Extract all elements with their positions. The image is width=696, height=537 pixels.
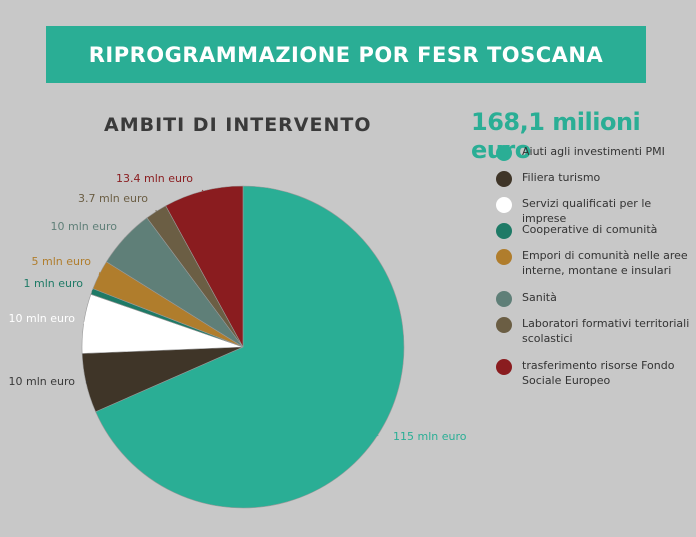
slice-label-8: 13.4 mln euro (116, 172, 193, 185)
slice-label-5: 5 mln euro (32, 255, 92, 268)
legend-label: Empori di comunità nelle aree interne, m… (522, 249, 688, 277)
slice-label-6: 10 mln euro (51, 220, 118, 233)
legend-item: Filiera turismo (496, 170, 696, 187)
legend-item: Sanità (496, 290, 696, 307)
pie-slice-1 (95, 185, 405, 509)
chart-title: RIPROGRAMMAZIONE POR FESR TOSCANA (88, 42, 604, 67)
slice-label-2: 10 mln euro (9, 375, 76, 388)
legend-swatch (496, 171, 512, 187)
legend-item: Servizi qualificati per le imprese (496, 196, 696, 226)
legend-item: Cooperative di comunità (496, 222, 696, 239)
legend-swatch (496, 317, 512, 333)
legend-swatch (496, 223, 512, 239)
legend-label: Sanità (522, 291, 557, 304)
legend-label: trasferimento risorse Fondo Sociale Euro… (522, 359, 675, 387)
slice-label-7: 3.7 mln euro (78, 192, 148, 205)
slice-label-3: 10 mln euro (9, 312, 76, 325)
legend-swatch (496, 359, 512, 375)
leader-line-4 (91, 289, 94, 292)
chart-subtitle: AMBITI DI INTERVENTO (104, 114, 372, 136)
legend-item: Aiuti agli investimenti PMI (496, 144, 696, 161)
legend-label: Aiuti agli investimenti PMI (522, 145, 665, 158)
legend-label: Laboratori formativi territoriali scolas… (522, 317, 690, 345)
legend-item: Laboratori formativi territoriali scolas… (496, 316, 696, 346)
legend-label: Filiera turismo (522, 171, 601, 184)
slice-label-1: 115 mln euro (393, 430, 467, 443)
title-banner: RIPROGRAMMAZIONE POR FESR TOSCANA (46, 26, 646, 83)
legend-label: Servizi qualificati per le imprese (522, 197, 652, 225)
slice-label-4: 1 mln euro (24, 277, 84, 290)
legend-item: Empori di comunità nelle aree interne, m… (496, 248, 696, 278)
legend-swatch (496, 249, 512, 265)
pie-slice-8 (165, 185, 244, 348)
legend-item: trasferimento risorse Fondo Sociale Euro… (496, 358, 696, 388)
legend-swatch (496, 145, 512, 161)
legend-swatch (496, 291, 512, 307)
leader-line-3 (83, 319, 87, 324)
leader-line-2 (85, 380, 89, 384)
legend-swatch (496, 197, 512, 213)
leader-line-5 (98, 271, 101, 276)
leader-line-8 (201, 189, 204, 192)
legend-label: Cooperative di comunità (522, 223, 658, 236)
